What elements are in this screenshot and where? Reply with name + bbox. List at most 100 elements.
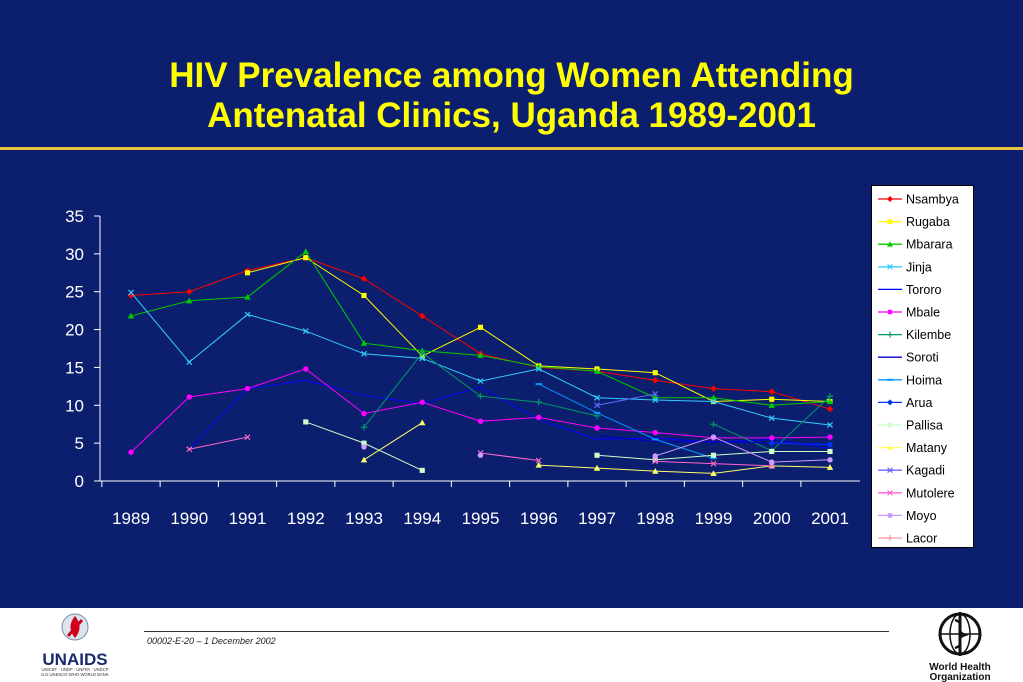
data-point [361,444,367,450]
series-pallisa [303,419,833,473]
data-point [535,461,542,468]
data-point [477,352,484,358]
data-point [652,370,658,376]
data-point [652,397,659,403]
series-line-tororo [188,379,831,450]
legend-item-rugaba: Rugaba [878,215,950,229]
data-point [710,385,717,392]
who-logo: World Health Organization [929,612,991,682]
y-tick-label: 20 [65,321,84,340]
data-point [652,390,659,397]
data-point [887,444,893,450]
data-point [361,292,367,299]
data-point [827,457,833,463]
data-point [826,441,834,448]
data-point [302,328,309,335]
legend-label: Kilembe [906,328,951,342]
legend-label: Pallisa [906,419,943,433]
series-rugaba [244,255,833,405]
data-point [128,289,134,296]
legend-label: Lacor [906,532,937,546]
data-point [887,331,893,338]
document-code: 00002-E-20 – 1 December 2002 [147,636,276,646]
x-tick-label: 1992 [287,509,325,528]
data-point [477,452,484,458]
data-point [594,394,600,401]
data-point [887,263,893,270]
data-point [302,248,309,255]
svg-text:World Health: World Health [929,662,990,673]
x-tick-label: 1999 [695,509,733,528]
legend-item-mbale: Mbale [878,306,940,320]
data-point [186,394,192,400]
series-line-matany [538,464,831,474]
legend-label: Mbale [906,306,940,320]
series-mutolere [186,434,775,469]
series-tororo [188,379,831,450]
series-line-arua [771,442,831,446]
series-line-moyo [655,436,831,463]
data-point [244,270,251,276]
svg-text:ILO·UNESCO·WHO·WORLD BANK: ILO·UNESCO·WHO·WORLD BANK [41,672,108,677]
legend-label: Hoima [906,373,942,387]
y-tick-label: 15 [65,358,84,377]
legend-item-tororo: Tororo [878,283,941,297]
data-point [244,434,251,441]
data-point [768,402,775,408]
data-point [652,453,658,459]
data-point [244,311,251,318]
svg-text:Organization: Organization [929,672,990,682]
data-point [477,393,484,400]
legend-label: Tororo [906,283,941,297]
legend-label: Rugaba [906,215,950,229]
data-point [594,425,600,431]
footer-divider [144,631,889,632]
legend-label: Matany [906,441,948,455]
data-point [652,467,659,474]
legend-label: Arua [906,396,932,410]
series-line-kagadi [596,393,656,406]
x-tick-label: 1989 [112,509,150,528]
legend-item-moyo: Moyo [878,509,937,523]
data-point [710,421,717,428]
data-point [360,424,368,431]
x-tick-label: 1998 [636,509,674,528]
data-point [710,452,717,458]
data-point [887,512,893,518]
data-point [887,241,893,247]
data-point [127,312,135,319]
data-point [887,535,893,541]
legend-item-arua: Arua [878,396,932,410]
data-point [127,292,135,299]
legend-item-matany: Matany [878,441,948,455]
data-point [887,422,893,428]
data-point [769,448,775,455]
data-point [652,457,658,463]
data-point [536,414,542,421]
data-point [887,399,893,406]
data-point [827,421,833,428]
data-point [360,275,368,283]
legend-label: Soroti [906,351,939,365]
y-tick-label: 10 [65,396,84,415]
line-chart: 0 5 10 15 20 25 30 35 1989 1990 1991 1992 1993 1994 19… [65,207,860,528]
series-line-jinja [130,292,831,426]
data-point [128,449,134,455]
chart-legend: Nsambya Rugaba Mbarara Jinja Tororo Mbale Kile… [871,185,974,548]
legend-label: Mbarara [906,238,953,252]
data-point [477,418,484,424]
data-point [419,355,426,362]
data-point [887,309,893,315]
series-line-hoima [538,383,714,459]
series-line-kilembe [363,352,598,428]
series-line-mutolere [480,452,539,462]
legend-item-kilembe: Kilembe [878,328,951,342]
data-point [361,440,367,446]
data-point [826,464,834,470]
legend-item-hoima: Hoima [878,373,942,387]
legend-item-kagadi: Kagadi [878,464,945,478]
legend-label: Mutolere [906,486,955,500]
data-point [887,196,893,202]
legend-label: Jinja [906,260,932,274]
legend-label: Kagadi [906,464,945,478]
